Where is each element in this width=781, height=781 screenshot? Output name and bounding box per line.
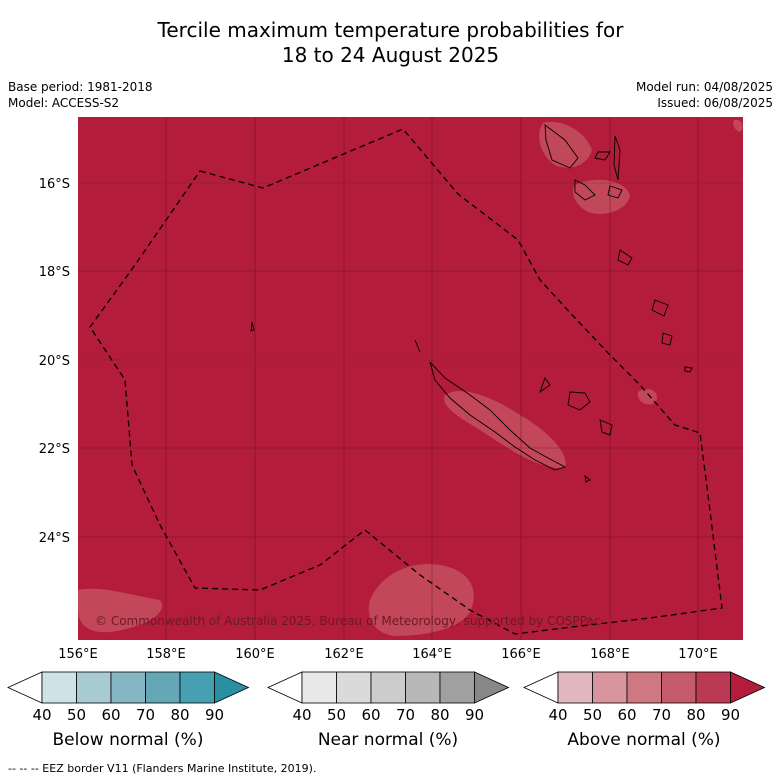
colorbar-cell [439, 671, 475, 704]
colorbar-cell [695, 671, 731, 704]
colorbar-cell [301, 671, 337, 704]
colorbar-tick-label: 70 [396, 706, 415, 724]
colorbar-tick-label: 60 [361, 706, 380, 724]
lat-tick-label: 20°S [39, 354, 70, 369]
lat-tick-label: 18°S [39, 265, 70, 280]
lon-tick-label: 162°E [324, 647, 364, 662]
colorbar-cell [370, 671, 406, 704]
model-text: Model: ACCESS-S2 [8, 96, 120, 110]
title-line-1: Tercile maximum temperature probabilitie… [157, 18, 624, 42]
colorbar-cell [110, 671, 146, 704]
colorbar-tick-label: 50 [67, 706, 86, 724]
lon-tick-label: 156°E [58, 647, 98, 662]
lon-tick-label: 158°E [146, 647, 186, 662]
colorbar-tick-label: 80 [686, 706, 705, 724]
colorbar-tick-label: 40 [292, 706, 311, 724]
meta-left: Base period: 1981-2018 Model: ACCESS-S2 [8, 79, 153, 111]
graticule [78, 117, 743, 640]
issued-text: Issued: 06/08/2025 [657, 96, 773, 110]
colorbar-cell [179, 671, 215, 704]
colorbar-0: 40 50 60 70 80 90 [7, 671, 250, 724]
colorbar-cell [592, 671, 628, 704]
colorbar-tick-label: 50 [583, 706, 602, 724]
colorbar-tick-label: 50 [327, 706, 346, 724]
lon-labels: 156°E 158°E 160°E 162°E 164°E 166°E 168°… [58, 647, 718, 662]
colorbar-tick-label: 70 [652, 706, 671, 724]
colorbar-tick-label: 80 [170, 706, 189, 724]
eez-footer-note: -- -- -- EEZ border V11 (Flanders Marine… [8, 762, 317, 775]
colorbar-tick-label: 90 [465, 706, 484, 724]
colorbar-cell [557, 671, 593, 704]
lon-tick-label: 168°E [590, 647, 630, 662]
colorbar-1: 40 50 60 70 80 90 [267, 671, 510, 724]
colorbar-cell [145, 671, 181, 704]
lon-tick-label: 164°E [412, 647, 452, 662]
colorbar-cell [405, 671, 441, 704]
colorbar-tick-label: 40 [32, 706, 51, 724]
near-normal-label: Near normal (%) [317, 730, 459, 750]
colorbar-cell [661, 671, 697, 704]
colorbar-2: 40 50 60 70 80 90 [523, 671, 766, 724]
colorbar-tick-label: 80 [430, 706, 449, 724]
lon-tick-label: 160°E [235, 647, 275, 662]
above-normal-label: Above normal (%) [567, 730, 721, 750]
map-background [78, 117, 743, 640]
colorbar-tick-label: 60 [617, 706, 636, 724]
colorbars: 40 50 60 70 80 90 40 50 60 70 80 90 40 50 60 70 80 90 [7, 671, 766, 724]
colorbar-tick-label: 90 [205, 706, 224, 724]
colorbar-high-extend [730, 671, 766, 704]
colorbar-tick-label: 40 [548, 706, 567, 724]
lat-tick-label: 22°S [39, 442, 70, 457]
lon-tick-label: 166°E [501, 647, 541, 662]
lon-tick-label: 170°E [678, 647, 718, 662]
copyright-text: © Commonwealth of Australia 2025, Bureau… [95, 614, 601, 628]
colorbar-tick-label: 60 [101, 706, 120, 724]
base-period-text: Base period: 1981-2018 [8, 80, 153, 94]
lighter-probability-patches [78, 119, 743, 636]
colorbar-cell [76, 671, 112, 704]
colorbar-tick-label: 90 [721, 706, 740, 724]
colorbar-low-extend [7, 671, 43, 704]
coastlines [250, 124, 693, 483]
lat-tick-label: 16°S [39, 177, 70, 192]
lat-labels: 16°S 18°S 20°S 22°S 24°S [39, 177, 70, 546]
map-title: Tercile maximum temperature probabilitie… [0, 18, 781, 68]
colorbar-high-extend [474, 671, 510, 704]
colorbar-low-extend [523, 671, 559, 704]
colorbar-high-extend [214, 671, 250, 704]
below-normal-label: Below normal (%) [52, 730, 204, 750]
colorbar-tick-label: 70 [136, 706, 155, 724]
colorbar-cell [41, 671, 77, 704]
colorbar-cell [336, 671, 372, 704]
meta-right: Model run: 04/08/2025 Issued: 06/08/2025 [636, 79, 773, 111]
colorbar-low-extend [267, 671, 303, 704]
colorbar-cell [626, 671, 662, 704]
lat-tick-label: 24°S [39, 531, 70, 546]
title-line-2: 18 to 24 August 2025 [281, 43, 500, 67]
eez-border [89, 128, 723, 635]
model-run-text: Model run: 04/08/2025 [635, 80, 773, 94]
